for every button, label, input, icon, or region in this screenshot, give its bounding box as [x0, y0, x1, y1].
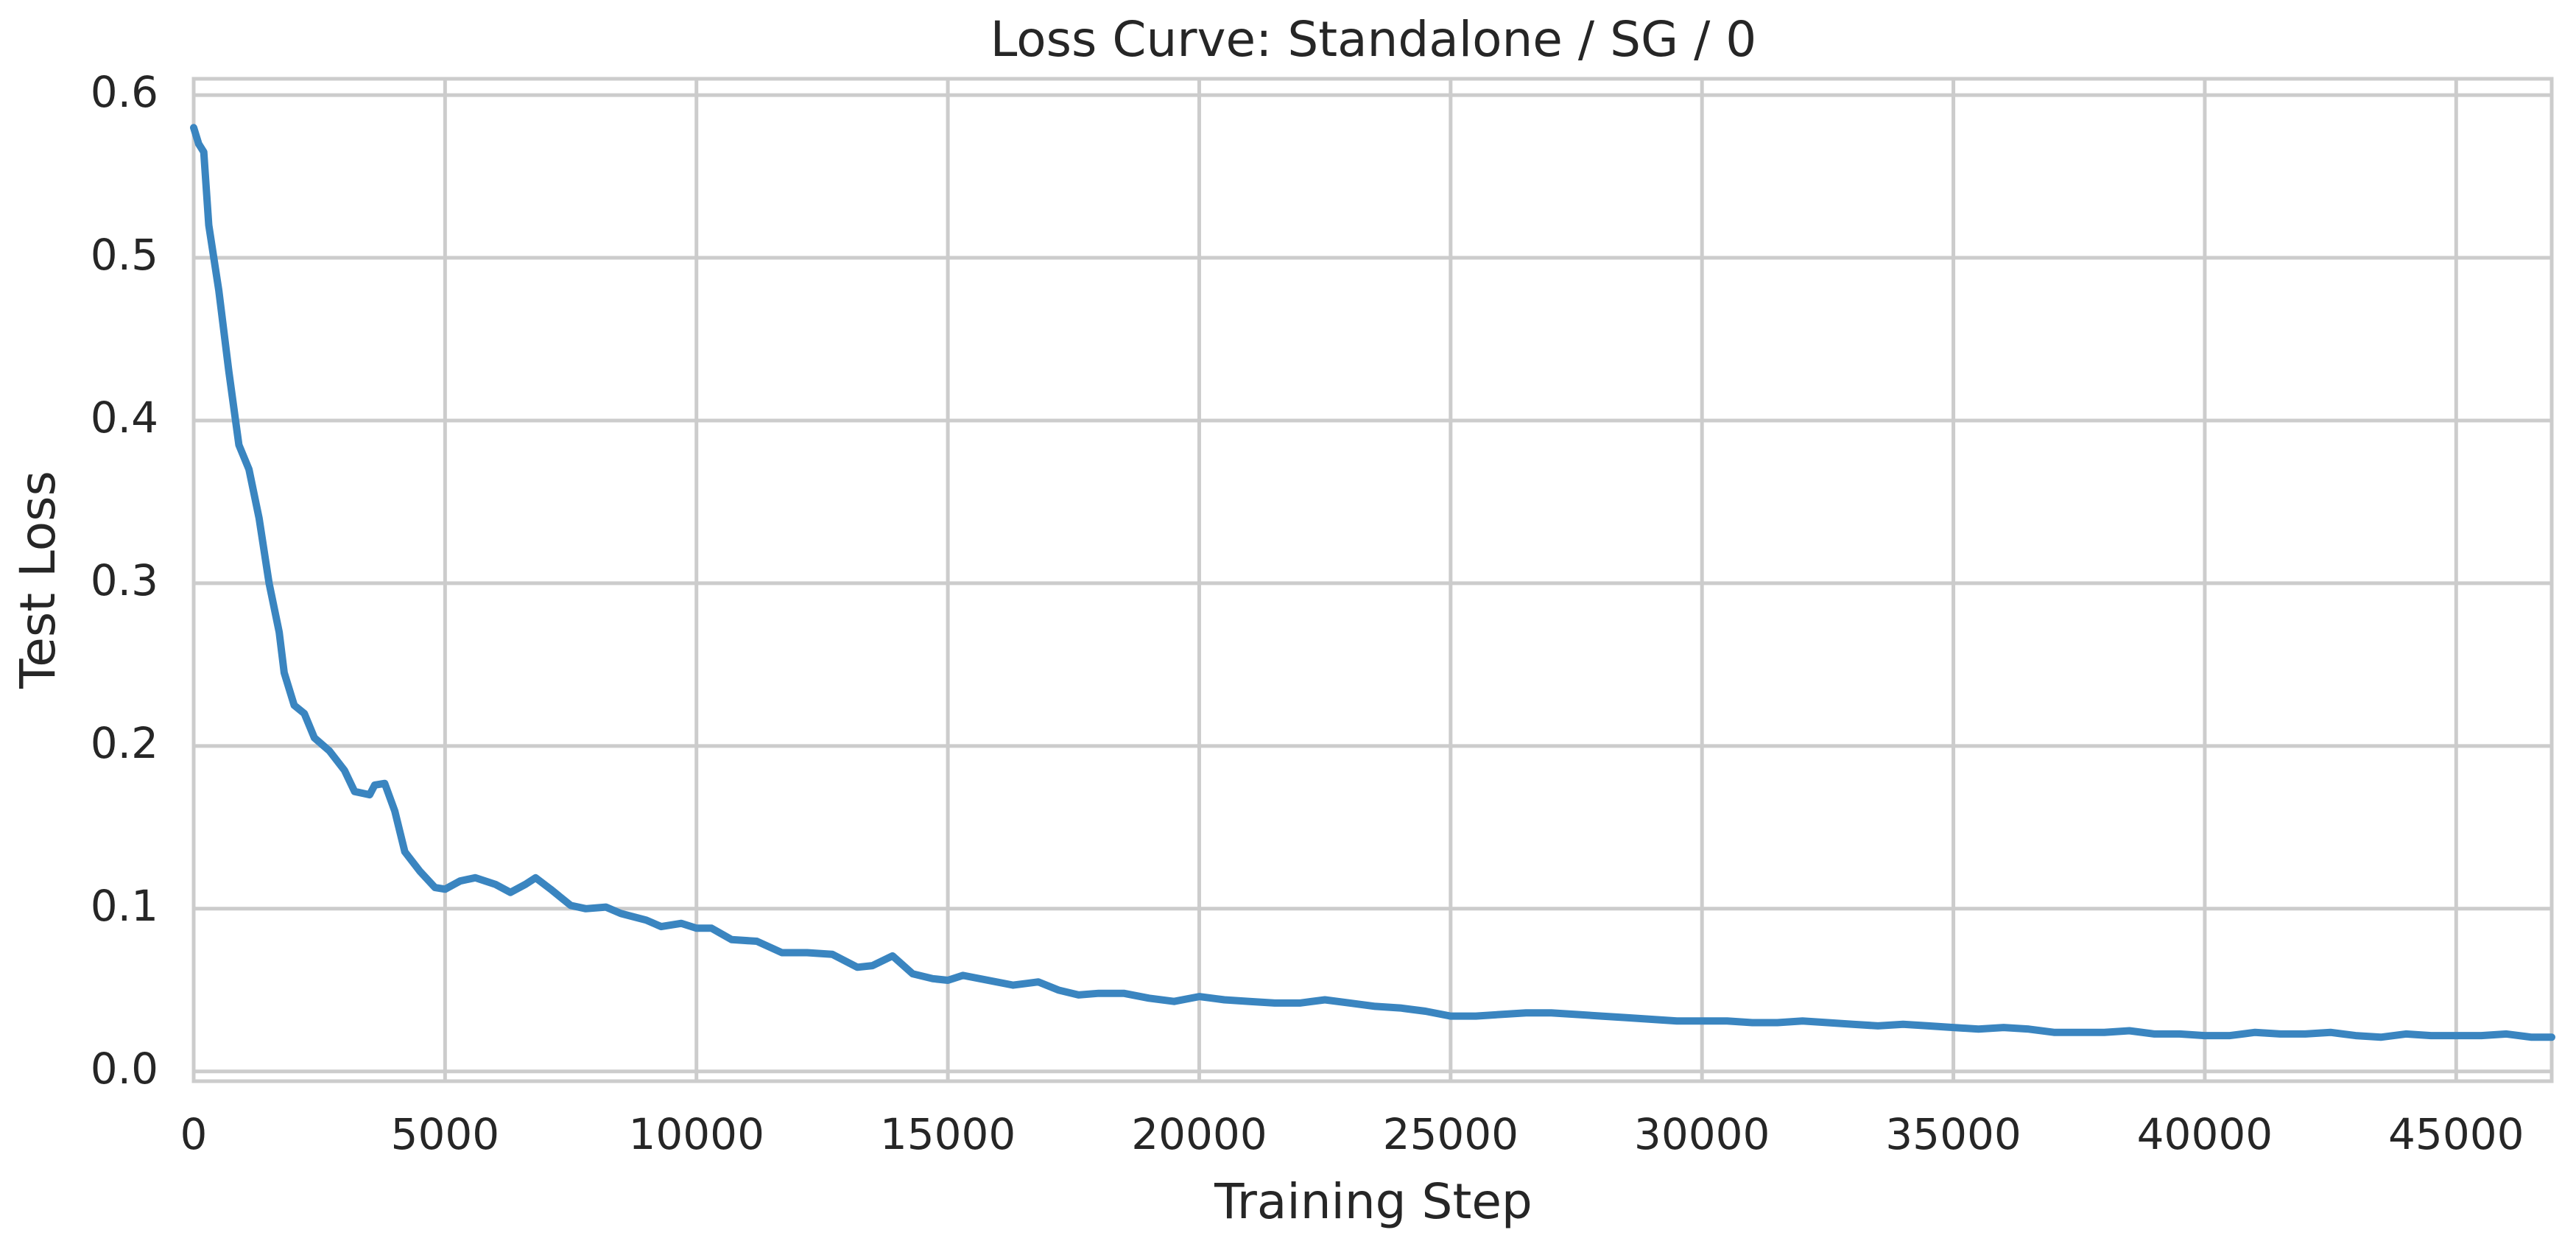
x-tick-label: 30000 [1634, 1109, 1770, 1159]
x-tick-label: 5000 [391, 1109, 500, 1159]
plot-frame [191, 77, 2554, 1083]
x-tick-label: 35000 [1885, 1109, 2021, 1159]
y-tick-label: 0.1 [91, 881, 158, 931]
y-tick-label: 0.6 [91, 67, 158, 117]
x-tick-label: 10000 [628, 1109, 764, 1159]
x-tick-label: 0 [180, 1109, 208, 1159]
y-tick-label: 0.3 [91, 555, 158, 605]
line [190, 124, 2555, 1041]
y-axis-label: Test Loss [10, 471, 66, 689]
y-tick-label: 0.0 [91, 1044, 158, 1094]
x-tick-label: 25000 [1383, 1109, 1519, 1159]
x-tick-label: 40000 [2137, 1109, 2273, 1159]
y-tick-label: 0.4 [91, 393, 158, 443]
x-tick-label: 45000 [2388, 1109, 2524, 1159]
y-tick-label: 0.2 [91, 718, 158, 768]
x-tick-label: 20000 [1131, 1109, 1267, 1159]
x-tick-label: 15000 [880, 1109, 1016, 1159]
y-tick-label: 0.5 [91, 230, 158, 280]
chart-title: Loss Curve: Standalone / SG / 0 [990, 11, 1757, 68]
x-axis-label: Training Step [1214, 1173, 1532, 1230]
